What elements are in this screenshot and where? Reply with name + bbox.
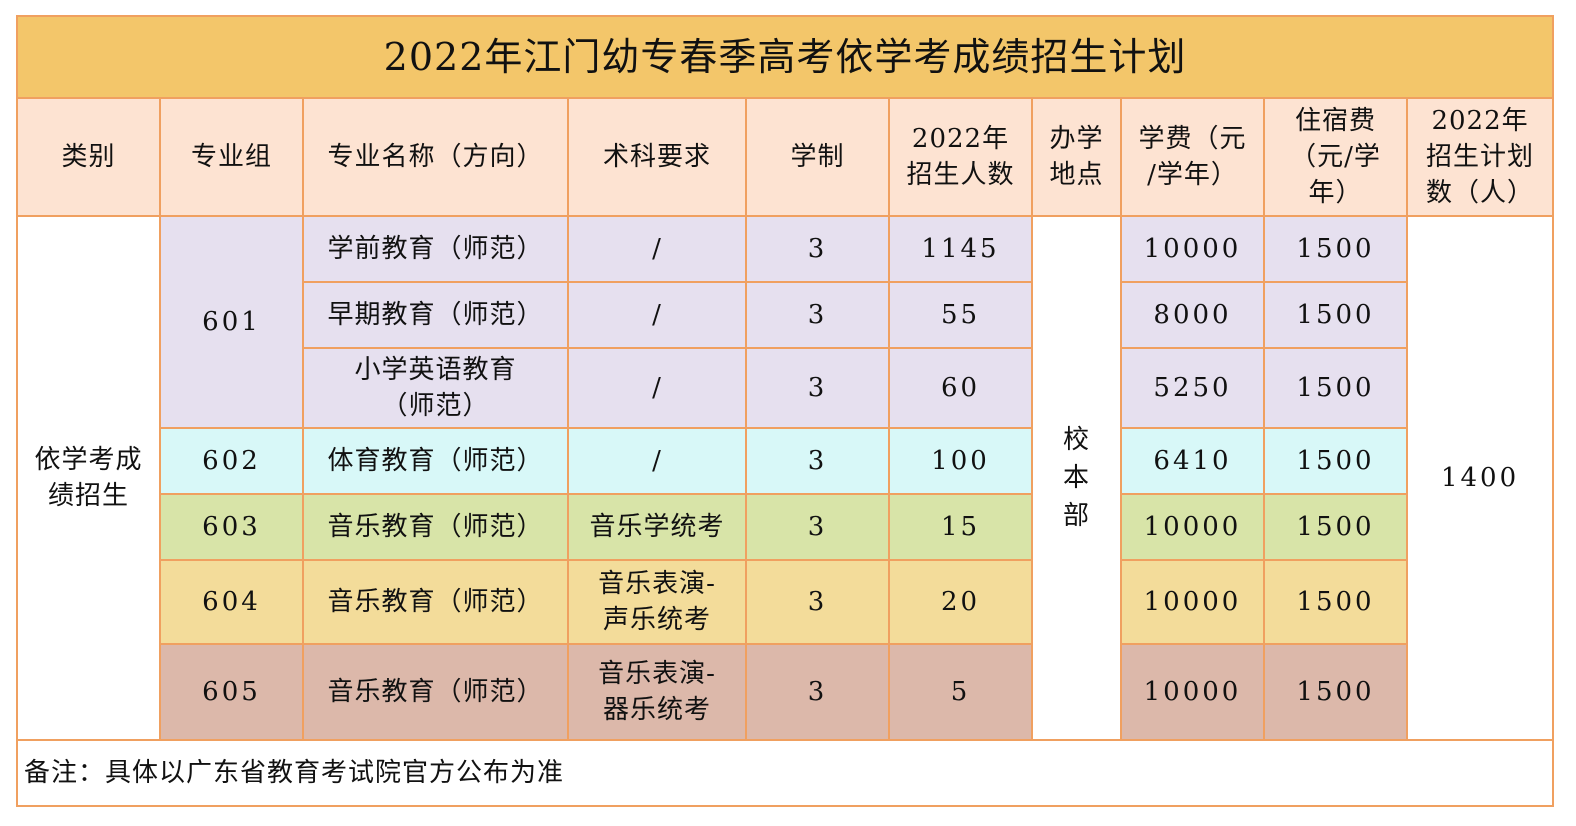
enroll-cell: 60 — [888, 347, 1033, 429]
group-cell-605: 605 — [159, 643, 304, 741]
footnote: 备注：具体以广东省教育考试院官方公布为准 — [15, 739, 1555, 807]
header-dorm: 住宿费 （元/学 年） — [1263, 97, 1408, 217]
category-cell: 依学考成 绩招生 — [16, 215, 161, 741]
plan-total-cell: 1400 — [1405, 215, 1555, 741]
art-cell: / — [567, 347, 747, 429]
enroll-cell: 15 — [888, 493, 1033, 561]
header-plan-line1: 2022年 — [1431, 106, 1529, 136]
campus-char-1: 校 — [1062, 425, 1090, 455]
header-enroll-line1: 2022年 — [911, 124, 1010, 154]
group-cell-604: 604 — [159, 559, 304, 645]
major-line2: （师范） — [381, 391, 490, 421]
campus-cell: 校 本 部 — [1031, 215, 1122, 741]
header-row: 类别 专业组 专业名称（方向） 术科要求 学制 2022年 招生人数 办学 地点… — [16, 97, 1555, 217]
enroll-cell: 20 — [888, 559, 1033, 645]
header-tuition-line1: 学费（元 — [1138, 124, 1247, 154]
header-art: 术科要求 — [567, 97, 747, 217]
header-tuition-line2: /学年） — [1147, 160, 1238, 190]
major-cell: 早期教育（师范） — [302, 281, 569, 349]
tuition-cell: 10000 — [1120, 493, 1265, 561]
art-line2: 声乐统考 — [602, 605, 711, 635]
art-cell: 音乐表演- 器乐统考 — [567, 643, 747, 741]
header-dorm-line3: 年） — [1308, 178, 1363, 208]
header-dorm-line2: （元/学 — [1290, 142, 1381, 172]
art-line2: 器乐统考 — [602, 695, 711, 725]
tuition-cell: 10000 — [1120, 559, 1265, 645]
admission-plan-table-frame: 2022年江门幼专春季高考依学考成绩招生计划 类别 专业组 专业名称（方向） 术… — [15, 15, 1555, 807]
header-campus: 办学 地点 — [1031, 97, 1122, 217]
tuition-cell: 6410 — [1120, 427, 1265, 495]
header-campus-line2: 地点 — [1049, 160, 1104, 190]
tuition-cell: 5250 — [1120, 347, 1265, 429]
enroll-cell: 100 — [888, 427, 1033, 495]
art-cell: 音乐表演- 声乐统考 — [567, 559, 747, 645]
table-row: 依学考成 绩招生 601 学前教育（师范） / 3 1145 校 本 部 100… — [16, 215, 1555, 741]
major-line1: 小学英语教育 — [354, 355, 517, 385]
header-plan-line3: 数（人） — [1426, 178, 1535, 208]
enroll-cell: 5 — [888, 643, 1033, 741]
group-cell-601: 601 — [159, 215, 304, 429]
group-cell-603: 603 — [159, 493, 304, 561]
years-cell: 3 — [745, 643, 890, 741]
table-row: 早期教育（师范） / 3 55 8000 1500 — [17, 281, 1553, 349]
header-major: 专业名称（方向） — [302, 97, 569, 217]
header-category: 类别 — [16, 97, 161, 217]
years-cell: 3 — [745, 281, 890, 349]
years-cell: 3 — [745, 347, 890, 429]
major-cell: 体育教育（师范） — [302, 427, 569, 495]
table-row: 603 音乐教育（师范） 音乐学统考 3 15 10000 1500 — [17, 493, 1553, 561]
category-line1: 依学考成 — [34, 445, 143, 475]
major-cell: 音乐教育（师范） — [302, 493, 569, 561]
major-cell: 音乐教育（师范） — [302, 559, 569, 645]
art-cell: 音乐学统考 — [567, 493, 747, 561]
art-line1: 音乐表演- — [598, 569, 716, 599]
table-row: 602 体育教育（师范） / 3 100 6410 1500 — [17, 427, 1553, 495]
admission-plan-table: 2022年江门幼专春季高考依学考成绩招生计划 类别 专业组 专业名称（方向） 术… — [15, 15, 1555, 807]
campus-char-2: 本 — [1062, 463, 1090, 493]
enroll-cell: 55 — [888, 281, 1033, 349]
years-cell: 3 — [745, 427, 890, 495]
tuition-cell: 8000 — [1120, 281, 1265, 349]
dorm-cell: 1500 — [1263, 559, 1408, 645]
dorm-cell: 1500 — [1263, 215, 1408, 283]
table-row: 小学英语教育 （师范） / 3 60 5250 1500 — [17, 347, 1553, 429]
table-row: 605 音乐教育（师范） 音乐表演- 器乐统考 3 5 10000 1500 — [17, 643, 1553, 741]
dorm-cell: 1500 — [1263, 493, 1408, 561]
art-cell: / — [567, 427, 747, 495]
header-enroll-line2: 招生人数 — [906, 160, 1015, 190]
dorm-cell: 1500 — [1263, 281, 1408, 349]
art-cell: / — [567, 215, 747, 283]
years-cell: 3 — [745, 493, 890, 561]
header-enroll: 2022年 招生人数 — [888, 97, 1033, 217]
art-line1: 音乐表演- — [598, 659, 716, 689]
major-cell: 音乐教育（师范） — [302, 643, 569, 741]
table-row: 604 音乐教育（师范） 音乐表演- 声乐统考 3 20 10000 1500 — [17, 559, 1553, 645]
major-cell: 学前教育（师范） — [302, 215, 569, 283]
dorm-cell: 1500 — [1263, 643, 1408, 741]
years-cell: 3 — [745, 559, 890, 645]
art-cell: / — [567, 281, 747, 349]
dorm-cell: 1500 — [1263, 427, 1408, 495]
group-cell-602: 602 — [159, 427, 304, 495]
enroll-cell: 1145 — [888, 215, 1033, 283]
header-campus-line1: 办学 — [1049, 124, 1104, 154]
campus-char-3: 部 — [1062, 501, 1090, 531]
years-cell: 3 — [745, 215, 890, 283]
tuition-cell: 10000 — [1120, 643, 1265, 741]
header-tuition: 学费（元 /学年） — [1120, 97, 1265, 217]
header-plan: 2022年 招生计划 数（人） — [1405, 97, 1555, 217]
major-cell: 小学英语教育 （师范） — [302, 347, 569, 429]
category-line2: 绩招生 — [47, 481, 129, 511]
dorm-cell: 1500 — [1263, 347, 1408, 429]
header-plan-line2: 招生计划 — [1426, 142, 1535, 172]
tuition-cell: 10000 — [1120, 215, 1265, 283]
header-dorm-line1: 住宿费 — [1294, 106, 1376, 136]
header-years: 学制 — [745, 97, 890, 217]
header-group: 专业组 — [159, 97, 304, 217]
table-title: 2022年江门幼专春季高考依学考成绩招生计划 — [15, 15, 1555, 99]
